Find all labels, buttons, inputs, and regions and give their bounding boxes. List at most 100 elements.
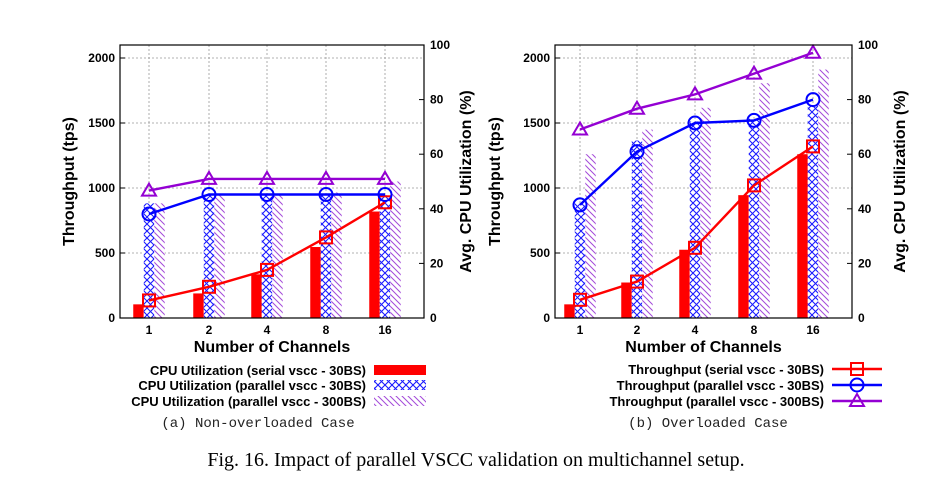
point-series-0 xyxy=(202,279,216,294)
x-tick-label: 1 xyxy=(146,323,153,337)
legend-marker xyxy=(850,362,864,376)
y-tick-label: 500 xyxy=(530,246,550,260)
y2-tick-label: 20 xyxy=(430,256,444,270)
legend-swatch xyxy=(374,365,426,375)
y2-tick-label: 80 xyxy=(430,93,444,107)
bar-series-1 xyxy=(574,203,586,318)
point-series-0 xyxy=(688,240,702,255)
line-series-2 xyxy=(148,177,385,192)
y2-tick-label: 40 xyxy=(858,202,872,216)
x-axis-label: Number of Channels xyxy=(194,339,351,356)
legend-label: CPU Utilization (parallel vscc - 30BS) xyxy=(138,378,366,393)
y-tick-label: 0 xyxy=(543,311,550,325)
y2-tick-label: 60 xyxy=(858,147,872,161)
y2-tick-label: 80 xyxy=(858,93,872,107)
line-series-2 xyxy=(579,51,814,131)
point-series-1 xyxy=(377,187,393,202)
y-tick-label: 1000 xyxy=(523,181,550,195)
point-series-2 xyxy=(317,169,335,185)
point-series-0 xyxy=(747,178,761,193)
legend-label: Throughput (parallel vscc - 30BS) xyxy=(617,378,824,393)
legend-throughput: Throughput (serial vscc - 30BS)Throughpu… xyxy=(609,362,882,409)
point-series-0 xyxy=(573,292,587,307)
bar-series-1 xyxy=(689,121,701,318)
legend-swatch xyxy=(374,380,426,390)
y-tick-label: 1500 xyxy=(88,116,115,130)
bar-series-0 xyxy=(193,293,204,318)
x-tick-label: 2 xyxy=(206,323,213,337)
y-axis-label: Throughput (tps) xyxy=(487,117,504,246)
point-series-2 xyxy=(258,169,276,185)
point-series-0 xyxy=(319,230,333,245)
legend-label: CPU Utilization (serial vscc - 30BS) xyxy=(150,363,366,378)
x-axis-label: Number of Channels xyxy=(625,339,782,356)
point-series-0 xyxy=(260,262,274,277)
point-series-1 xyxy=(572,197,588,213)
point-series-1 xyxy=(201,187,217,202)
bar-series-0 xyxy=(369,211,380,318)
bar-series-1 xyxy=(143,203,155,318)
point-series-1 xyxy=(629,144,645,160)
y2-axis-label: Avg. CPU Utilization (%) xyxy=(458,90,475,273)
bar-series-2 xyxy=(585,154,596,318)
bar-series-2 xyxy=(700,107,711,318)
bar-series-0 xyxy=(310,247,321,318)
x-tick-label: 1 xyxy=(577,323,584,337)
legend-label: Throughput (parallel vscc - 300BS) xyxy=(609,394,824,409)
point-series-1 xyxy=(141,206,157,222)
point-series-2 xyxy=(200,169,218,185)
y2-tick-label: 20 xyxy=(858,256,872,270)
bar-series-2 xyxy=(154,203,165,318)
bar-series-2 xyxy=(818,69,829,318)
plot-frame xyxy=(554,44,853,319)
bar-series-2 xyxy=(759,83,770,318)
point-series-1 xyxy=(259,187,275,202)
bar-series-1 xyxy=(261,195,273,318)
point-series-0 xyxy=(142,293,156,308)
point-series-2 xyxy=(686,85,704,101)
legend-label: Throughput (serial vscc - 30BS) xyxy=(628,362,824,377)
y-axis-label: Throughput (tps) xyxy=(61,117,78,246)
point-series-2 xyxy=(628,99,646,115)
x-tick-label: 2 xyxy=(634,323,641,337)
subcaption-a: (a) Non-overloaded Case xyxy=(161,416,354,432)
line-series-1 xyxy=(579,98,814,206)
bar-series-0 xyxy=(738,195,749,318)
y-tick-label: 500 xyxy=(95,246,115,260)
point-series-0 xyxy=(806,139,820,154)
y-tick-label: 0 xyxy=(108,311,115,325)
y2-tick-label: 60 xyxy=(430,147,444,161)
x-tick-label: 8 xyxy=(751,323,758,337)
point-series-2 xyxy=(804,43,822,59)
legend-label: CPU Utilization (parallel vscc - 300BS) xyxy=(131,394,366,409)
y2-axis-label: Avg. CPU Utilization (%) xyxy=(892,90,909,273)
y2-tick-label: 0 xyxy=(430,311,437,325)
line-series-0 xyxy=(579,145,814,301)
chart-overloaded: 0 500 1000 1500 2000 0 20 40 60 80 100 1 2 4 8 16 Throug… xyxy=(487,38,909,356)
point-series-1 xyxy=(687,115,703,131)
bar-series-2 xyxy=(390,181,401,318)
bar-series-1 xyxy=(203,195,215,318)
point-series-1 xyxy=(318,187,334,202)
plot-frame xyxy=(119,44,425,319)
bar-series-0 xyxy=(564,304,575,318)
legend-swatch xyxy=(374,396,426,406)
point-series-1 xyxy=(746,112,762,128)
line-series-0 xyxy=(148,201,386,302)
figure-caption: Fig. 16. Impact of parallel VSCC validat… xyxy=(207,449,744,471)
subcaption-b: (b) Overloaded Case xyxy=(628,416,788,432)
y-tick-label: 2000 xyxy=(523,51,550,65)
legend-cpu-utilization: CPU Utilization (serial vscc - 30BS)CPU … xyxy=(131,363,426,409)
bar-series-2 xyxy=(331,192,342,318)
x-tick-label: 16 xyxy=(806,323,820,337)
bar-series-0 xyxy=(621,282,632,318)
point-series-1 xyxy=(805,92,821,108)
bar-series-2 xyxy=(214,195,225,318)
line-series-1 xyxy=(148,193,385,216)
point-series-0 xyxy=(630,274,644,289)
y2-tick-label: 40 xyxy=(430,202,444,216)
bar-series-0 xyxy=(251,274,262,318)
y2-tick-label: 0 xyxy=(858,311,865,325)
bar-series-1 xyxy=(320,195,332,318)
